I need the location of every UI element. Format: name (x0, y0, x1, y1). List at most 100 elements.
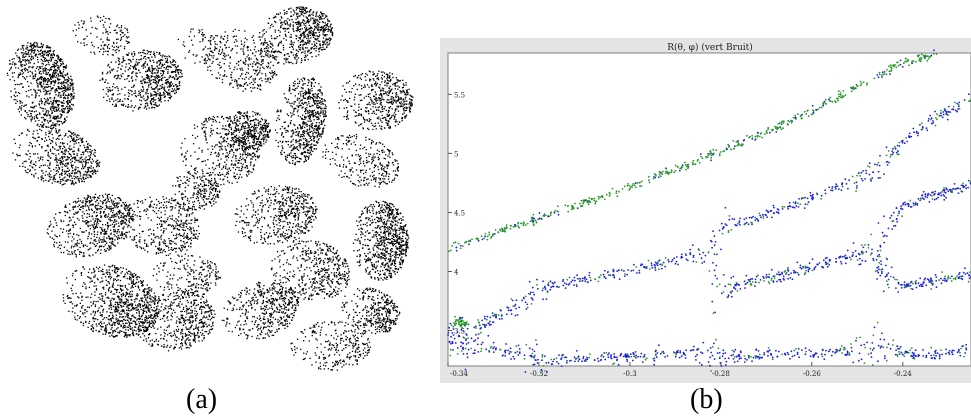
leaf-point (38, 72, 41, 75)
leaf-point (223, 139, 225, 141)
leaf-point (86, 44, 88, 46)
leaf-point (305, 110, 307, 112)
leaf-point (401, 87, 404, 89)
leaf-point (385, 119, 387, 121)
leaf-point (190, 165, 192, 167)
leaf-point (343, 159, 345, 161)
leaf-point (155, 83, 157, 85)
leaf-point (293, 123, 295, 126)
leaf-point (308, 147, 311, 149)
leaf-point (135, 72, 137, 74)
leaf-point (166, 91, 168, 93)
leaf-point (92, 173, 94, 175)
leaf-point (236, 173, 238, 176)
leaf-point (46, 63, 48, 66)
leaf-point (22, 72, 25, 74)
leaf-point (16, 100, 18, 102)
leaf-point (382, 117, 384, 119)
leaf-point (267, 67, 269, 69)
leaf-point (398, 98, 401, 100)
leaf-point (282, 136, 285, 138)
leaf-point (75, 172, 77, 174)
leaf-point (71, 107, 73, 110)
leaf-point (130, 61, 132, 63)
leaf-point (254, 148, 256, 150)
leaf-point (399, 79, 401, 82)
leaf-point (387, 109, 390, 112)
leaf-point (290, 116, 292, 118)
leaf-point (366, 119, 368, 122)
leaf-point (150, 94, 152, 96)
leaf-point (55, 108, 58, 110)
leaf-point (22, 165, 24, 167)
leaf-point (307, 22, 310, 24)
leaf-point (103, 96, 105, 98)
leaf-point (308, 30, 311, 32)
leaf-point (50, 125, 52, 127)
leaf-point (30, 53, 32, 55)
leaf-point (312, 99, 315, 101)
leaf-point (355, 169, 358, 171)
leaf-point (385, 183, 388, 185)
leaf-point (270, 42, 272, 44)
leaf-point (75, 139, 77, 142)
leaf-point (19, 165, 21, 167)
leaf-point (293, 85, 295, 87)
leaf-point (48, 172, 50, 174)
leaf-point (304, 47, 307, 49)
leaf-point (22, 49, 25, 51)
leaf-point (68, 176, 71, 178)
leaf-point (40, 76, 42, 78)
leaf-point (56, 64, 58, 66)
leaf-point (28, 158, 30, 160)
leaf-point (55, 129, 57, 132)
leaf-point (156, 94, 158, 96)
leaf-point (315, 15, 317, 18)
leaf-point (144, 105, 146, 107)
leaf-point (66, 156, 68, 158)
leaf-point (303, 121, 305, 123)
leaf-point (50, 170, 52, 172)
leaf-point (56, 161, 58, 164)
leaf-point (322, 132, 324, 134)
leaf-point (81, 180, 83, 183)
leaf-point (24, 110, 26, 112)
leaf-point (397, 88, 399, 90)
leaf-point (233, 172, 235, 174)
leaf-point (297, 22, 299, 24)
leaf-point (61, 105, 63, 107)
leaf-point (408, 103, 410, 105)
leaf-point (32, 153, 35, 155)
leaf-point (378, 150, 380, 153)
leaf-point (325, 107, 327, 110)
leaf-point (65, 86, 67, 88)
leaf-point (313, 11, 315, 13)
leaf-point (52, 141, 54, 143)
leaf-point (347, 140, 350, 142)
leaf-point (370, 122, 373, 124)
leaf-point (300, 13, 302, 15)
leaf-point (108, 39, 110, 41)
leaf-point (175, 84, 177, 86)
leaf-point (131, 52, 133, 54)
leaf-point (33, 44, 35, 46)
leaf-point (287, 130, 289, 133)
leaf-point (268, 56, 270, 58)
leaf-point (20, 65, 22, 67)
leaf-point (294, 89, 296, 91)
leaf-point (45, 92, 47, 94)
leaf-point (170, 76, 172, 78)
leaf-point (389, 90, 391, 92)
leaf-point (318, 17, 320, 19)
leaf-point (300, 58, 303, 60)
leaf-point (287, 101, 289, 103)
leaf-point (284, 28, 287, 30)
leaf-point (306, 123, 308, 126)
leaf-point (325, 115, 327, 117)
leaf-point (356, 136, 358, 138)
leaf-point (49, 69, 51, 71)
leaf-point (31, 173, 33, 176)
leaf-point (360, 179, 362, 181)
leaf-point (171, 76, 174, 79)
leaf-point (140, 82, 142, 84)
